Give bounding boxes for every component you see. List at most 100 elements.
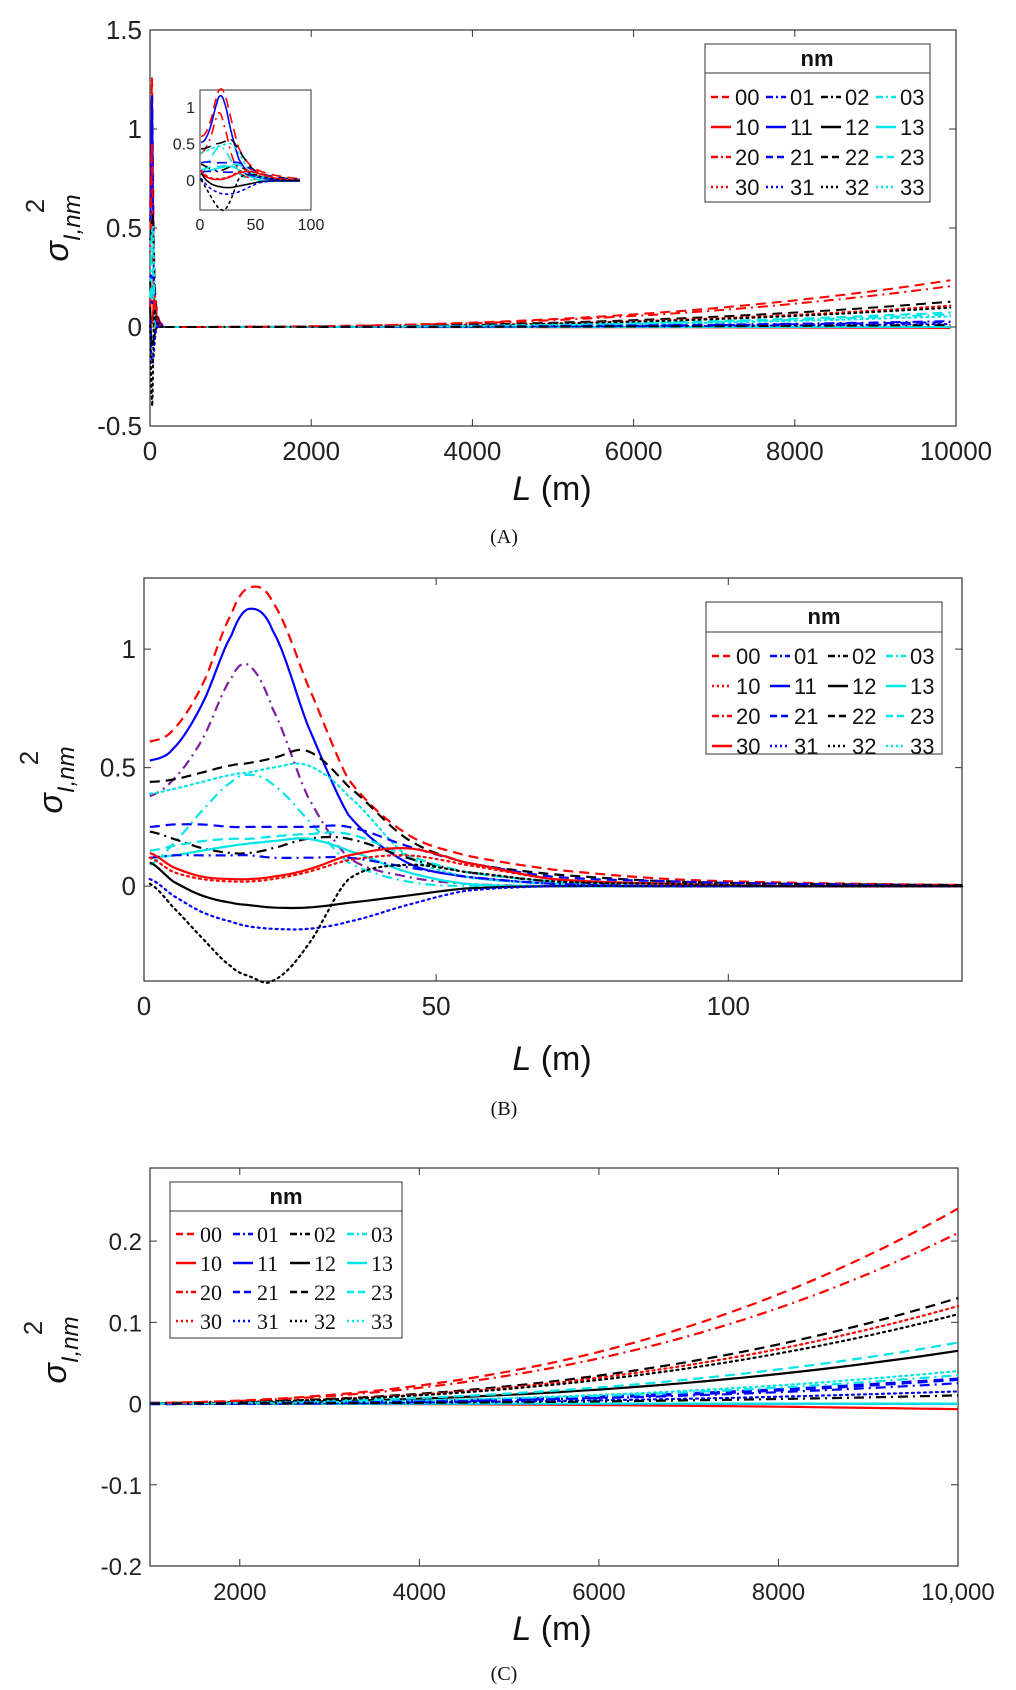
- x-tick-label: 6000: [605, 436, 663, 466]
- y-label-sup: 2: [14, 751, 44, 765]
- b-curves: [148, 585, 964, 984]
- inset-line-11: [200, 95, 300, 182]
- legend-label: 10: [735, 115, 759, 140]
- x-tick-label: 10,000: [921, 1579, 994, 1606]
- x-axis-label-a: L (m): [512, 470, 591, 508]
- x-tick-label: 8000: [752, 1579, 805, 1606]
- x-label-var: L: [512, 470, 531, 508]
- x-tick-label: 4000: [443, 436, 501, 466]
- legend-title-a: nm: [801, 46, 834, 71]
- legend-label: 21: [790, 145, 814, 170]
- legend-label: 30: [736, 734, 760, 759]
- x-label-unit: (m): [531, 1610, 591, 1648]
- y-label-sup: 2: [18, 1321, 48, 1335]
- legend-label: 00: [200, 1222, 222, 1247]
- caption-b: (B): [491, 1098, 518, 1120]
- y-tick-label: 1.5: [106, 15, 142, 45]
- legend-label: 30: [735, 175, 759, 200]
- y-label-sub: I,nm: [53, 746, 80, 793]
- caption-a: (A): [490, 526, 518, 548]
- legend-label: 03: [900, 85, 924, 110]
- legend-label: 02: [845, 85, 869, 110]
- series-line-32: [148, 1313, 960, 1405]
- y-label-sup: 2: [20, 199, 50, 213]
- legend-label: 20: [735, 145, 759, 170]
- legend-label: 33: [910, 734, 934, 759]
- legend-c: nm 00 01 02 03 10 11 12 13 20 21 22 23 30 31 32 33: [169, 1181, 403, 1339]
- growth-line-00: [164, 279, 951, 328]
- legend-label: 10: [736, 674, 760, 699]
- y-label-sub: I,nm: [57, 1316, 84, 1363]
- inset-line-00: [200, 88, 300, 180]
- x-tick-label: 10000: [920, 436, 992, 466]
- inset-x-tick: 100: [298, 217, 325, 234]
- legend-label: 12: [314, 1251, 336, 1276]
- legend-label: 20: [736, 704, 760, 729]
- series-line-00: [149, 585, 963, 887]
- legend-label: 22: [314, 1280, 336, 1305]
- y-tick-label: 0.5: [106, 213, 142, 243]
- inset-curves: [200, 88, 301, 212]
- spike-line-32: [149, 309, 166, 407]
- legend-label: 03: [371, 1222, 393, 1247]
- legend-c-entries: 00 01 02 03 10 11 12 13 20 21 22 23 30 31 32 33: [176, 1222, 393, 1334]
- inset-y-tick: 0: [186, 173, 195, 190]
- y-tick-label: 0: [129, 1392, 142, 1419]
- inset-area: [199, 89, 312, 211]
- legend-label: 12: [845, 115, 869, 140]
- panel-b: 0 50 10000.51 σI,nm 2 L (m) (B) nm 00 01 02 0…: [14, 577, 964, 1120]
- x-tick-label: 8000: [766, 436, 824, 466]
- series-line-31: [148, 878, 964, 931]
- y-axis-label-b: σI,nm 2: [14, 746, 80, 813]
- inset-line-32: [200, 173, 301, 212]
- series-line-00: [149, 1207, 959, 1405]
- legend-label: 00: [736, 644, 760, 669]
- legend-label: 21: [257, 1280, 279, 1305]
- inset-line-12: [200, 173, 300, 189]
- series-line-23: [149, 831, 962, 888]
- series-line-02: [150, 1394, 959, 1405]
- caption-c: (C): [491, 1663, 518, 1685]
- legend-label: 32: [314, 1309, 336, 1334]
- x-label-var: L: [512, 1040, 531, 1078]
- series-line-21: [149, 823, 963, 888]
- growth-line-01: [164, 320, 951, 328]
- legend-label: 32: [845, 175, 869, 200]
- legend-a-entries: 00 01 02 03 10 11 12 13 20 21 22 23 30 31 32 33: [711, 85, 924, 200]
- legend-label: 31: [257, 1309, 279, 1334]
- y-axis-label-c: σI,nm 2: [18, 1316, 84, 1383]
- legend-label: 13: [910, 674, 934, 699]
- y-tick-label: 1: [128, 114, 142, 144]
- inset-line-01: [201, 170, 300, 182]
- inset-line-31: [200, 177, 301, 195]
- legend-label: 31: [794, 734, 818, 759]
- series-line-32: [148, 863, 964, 984]
- legend-label: 33: [371, 1309, 393, 1334]
- series-line-33: [148, 762, 964, 888]
- legend-label: 22: [845, 145, 869, 170]
- x-axis-label-c: L (m): [512, 1610, 591, 1648]
- y-axis-label-a: σI,nm 2: [20, 194, 86, 261]
- legend-label: 02: [852, 644, 876, 669]
- legend-b: nm 00 01 02 03 10 11 12 13 20 21 22 23 30 31 32 33: [705, 601, 943, 759]
- x-axis-label-b: L (m): [512, 1040, 591, 1078]
- y-tick-label: 1: [122, 634, 136, 664]
- c-curves: [148, 1207, 960, 1411]
- y-tick-label: 0.2: [109, 1229, 142, 1256]
- legend-label: 02: [314, 1222, 336, 1247]
- legend-box-c: [169, 1181, 403, 1339]
- legend-label: 11: [794, 674, 817, 699]
- c-ticks: 2000 4000 6000 8000 10,000-0.2-0.100.10.2: [101, 1168, 995, 1606]
- legend-label: 12: [852, 674, 876, 699]
- a-curves: [149, 77, 952, 407]
- legend-label: 20: [200, 1280, 222, 1305]
- svg-text:σI,nm: σI,nm: [36, 1316, 84, 1383]
- legend-label: 23: [371, 1280, 393, 1305]
- legend-label: 23: [900, 145, 924, 170]
- legend-label: 00: [735, 85, 759, 110]
- inset-x-tick: 0: [196, 217, 205, 234]
- legend-label: 13: [371, 1251, 393, 1276]
- y-label-main: σ: [32, 792, 70, 814]
- x-tick-label: 100: [707, 991, 750, 1021]
- growth-line-02: [164, 324, 951, 328]
